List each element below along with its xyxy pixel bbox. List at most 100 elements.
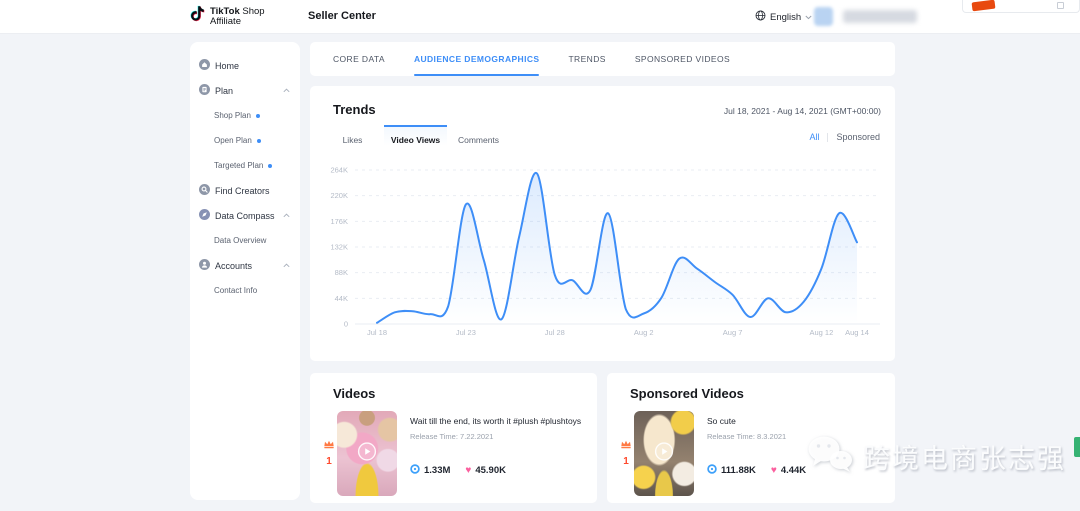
svg-text:0: 0 bbox=[344, 320, 348, 329]
sponsored-videos-title: Sponsored Videos bbox=[630, 386, 744, 401]
videos-title: Videos bbox=[333, 386, 376, 401]
trend-chart: 264K 220K 176K 132K 88K 44K 0 Jul 18 Jul 23 Jul 2… bbox=[330, 166, 880, 337]
top-header: TikTok Shop Affiliate Seller Center Engl… bbox=[0, 0, 1080, 33]
svg-text:44K: 44K bbox=[335, 294, 348, 303]
language-label: English bbox=[770, 11, 802, 23]
red-badge-icon bbox=[971, 0, 996, 12]
svg-text:Jul 18: Jul 18 bbox=[367, 328, 387, 337]
compass-icon bbox=[199, 207, 210, 225]
svg-text:Jul 28: Jul 28 bbox=[545, 328, 565, 337]
sidebar-subitem-label: Targeted Plan bbox=[214, 161, 264, 170]
videos-panel: Videos 1 Wait till the end, its worth it… bbox=[310, 373, 597, 503]
tab-trends[interactable]: TRENDS bbox=[568, 54, 606, 64]
video-stats: 1.33M ♥ 45.90K bbox=[410, 464, 589, 477]
svg-text:Aug 7: Aug 7 bbox=[723, 328, 743, 337]
svg-text:Aug 12: Aug 12 bbox=[810, 328, 834, 337]
sidebar-subitem-label: Shop Plan bbox=[214, 111, 251, 120]
person-icon bbox=[199, 257, 210, 275]
wechat-green-sliver bbox=[1074, 437, 1080, 457]
video-stats: 111.88K ♥ 4.44K bbox=[707, 464, 887, 477]
globe-icon bbox=[755, 10, 766, 24]
svg-text:Aug 2: Aug 2 bbox=[634, 328, 654, 337]
views-count: 111.88K bbox=[721, 465, 756, 476]
video-info: Wait till the end, its worth it #plush #… bbox=[410, 416, 589, 477]
sidebar-item-accounts[interactable]: Accounts bbox=[190, 253, 300, 278]
video-info: So cute Release Time: 8.3.2021 111.88K ♥… bbox=[707, 416, 887, 477]
rank-number: 1 bbox=[623, 456, 629, 467]
likes-stat: ♥ 4.44K bbox=[771, 465, 806, 476]
play-icon[interactable] bbox=[654, 441, 674, 466]
svg-text:Jul 23: Jul 23 bbox=[456, 328, 476, 337]
crown-icon bbox=[620, 437, 632, 455]
user-avatar[interactable] bbox=[814, 7, 833, 26]
sidebar-nav: Home Plan Shop Plan Open Plan Targeted P… bbox=[190, 42, 300, 500]
video-title: Wait till the end, its worth it #plush #… bbox=[410, 416, 582, 426]
sidebar-item-shop-plan[interactable]: Shop Plan bbox=[190, 103, 300, 128]
video-thumbnail[interactable] bbox=[634, 411, 694, 496]
video-release-time: Release Time: 8.3.2021 bbox=[707, 432, 787, 441]
svg-text:Aug 14: Aug 14 bbox=[845, 328, 869, 337]
views-stat: 111.88K bbox=[707, 464, 756, 477]
svg-text:264K: 264K bbox=[330, 166, 348, 175]
filter-all[interactable]: All bbox=[809, 132, 820, 142]
tab-audience-demographics[interactable]: AUDIENCE DEMOGRAPHICS bbox=[413, 42, 540, 76]
tiktok-shop-affiliate-logo: TikTok Shop Affiliate bbox=[189, 5, 265, 28]
tab-sponsored-videos[interactable]: SPONSORED VIDEOS bbox=[634, 54, 731, 64]
filter-divider bbox=[827, 132, 829, 142]
notification-dot bbox=[268, 163, 273, 168]
subtab-video-views[interactable]: Video Views bbox=[384, 125, 447, 152]
thumbnail-image bbox=[634, 411, 694, 496]
tab-core-data[interactable]: CORE DATA bbox=[333, 54, 385, 64]
notification-dot bbox=[256, 138, 261, 143]
video-thumbnail[interactable] bbox=[337, 411, 397, 496]
views-count: 1.33M bbox=[424, 465, 451, 476]
subtab-comments[interactable]: Comments bbox=[457, 134, 500, 145]
sidebar-item-label: Plan bbox=[215, 85, 234, 96]
scope-filters: All Sponsored bbox=[809, 132, 880, 142]
thumbnail-image bbox=[337, 411, 397, 496]
sidebar-subitem-label: Contact Info bbox=[214, 286, 258, 295]
sidebar-item-open-plan[interactable]: Open Plan bbox=[190, 128, 300, 153]
heart-icon: ♥ bbox=[465, 464, 472, 476]
small-square-icon bbox=[1057, 2, 1064, 9]
home-icon bbox=[199, 57, 210, 75]
sidebar-item-contact-info[interactable]: Contact Info bbox=[190, 278, 300, 303]
sidebar-item-home[interactable]: Home bbox=[190, 53, 300, 78]
subtab-likes[interactable]: Likes bbox=[342, 134, 363, 145]
sidebar-item-find-creators[interactable]: Find Creators bbox=[190, 178, 300, 203]
views-icon bbox=[707, 464, 717, 477]
svg-text:220K: 220K bbox=[330, 191, 348, 200]
svg-text:176K: 176K bbox=[330, 217, 348, 226]
views-stat: 1.33M bbox=[410, 464, 450, 477]
language-selector[interactable]: English bbox=[755, 10, 812, 24]
filter-sponsored[interactable]: Sponsored bbox=[836, 132, 880, 142]
chevron-up-icon[interactable] bbox=[283, 263, 290, 268]
chevron-down-icon bbox=[805, 12, 812, 23]
svg-text:88K: 88K bbox=[335, 268, 348, 277]
chevron-up-icon[interactable] bbox=[283, 213, 290, 218]
sidebar-item-label: Data Compass bbox=[215, 210, 275, 221]
sidebar-item-targeted-plan[interactable]: Targeted Plan bbox=[190, 153, 300, 178]
date-range-label: Jul 18, 2021 - Aug 14, 2021 (GMT+00:00) bbox=[723, 106, 881, 116]
video-rank: 1 bbox=[320, 437, 338, 467]
tiktok-note-icon bbox=[189, 5, 205, 28]
play-icon[interactable] bbox=[357, 441, 377, 466]
sidebar-item-label: Find Creators bbox=[215, 185, 270, 196]
heart-icon: ♥ bbox=[770, 464, 777, 476]
likes-count: 4.44K bbox=[780, 465, 807, 476]
sidebar-item-label: Home bbox=[215, 60, 240, 71]
crown-icon bbox=[323, 437, 335, 455]
likes-stat: ♥ 45.90K bbox=[465, 465, 506, 476]
sidebar-subitem-label: Data Overview bbox=[214, 236, 267, 245]
video-rank: 1 bbox=[617, 437, 635, 467]
sidebar-item-data-overview[interactable]: Data Overview bbox=[190, 228, 300, 253]
views-icon bbox=[410, 464, 420, 477]
video-title: So cute bbox=[707, 416, 736, 426]
sidebar-item-data-compass[interactable]: Data Compass bbox=[190, 203, 300, 228]
video-release-time: Release Time: 7.22.2021 bbox=[410, 432, 494, 441]
sidebar-item-label: Accounts bbox=[215, 260, 253, 271]
username-blurred[interactable] bbox=[843, 10, 917, 23]
chevron-up-icon[interactable] bbox=[283, 88, 290, 93]
seller-center-title: Seller Center bbox=[308, 10, 376, 22]
sidebar-item-plan[interactable]: Plan bbox=[190, 78, 300, 103]
